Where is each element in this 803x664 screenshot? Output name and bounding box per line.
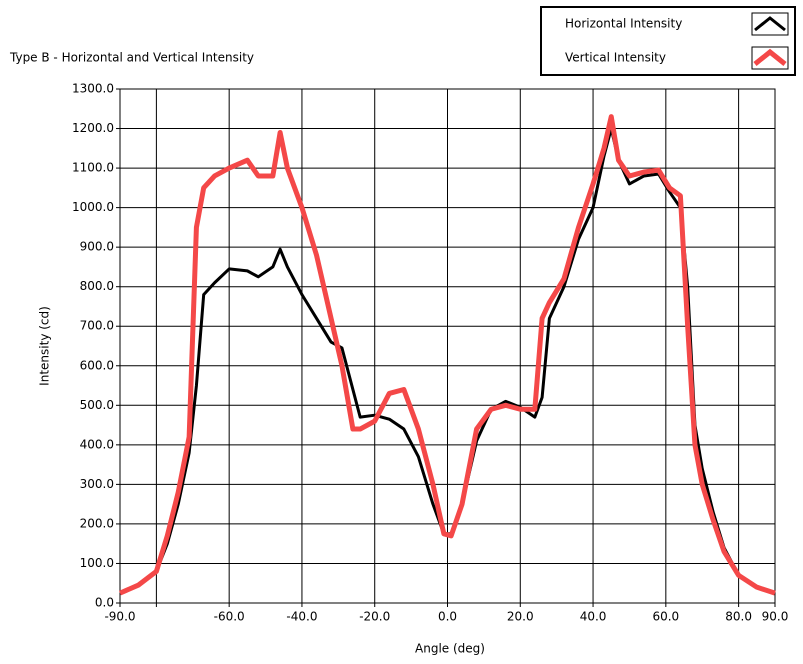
y-tick-label: 0.0 bbox=[95, 596, 114, 610]
x-tick-label: 40.0 bbox=[580, 610, 607, 624]
y-tick-label: 800.0 bbox=[80, 279, 114, 293]
y-tick-label: 300.0 bbox=[80, 477, 114, 491]
x-tick-label: 90.0 bbox=[762, 610, 789, 624]
legend-label: Horizontal Intensity bbox=[565, 17, 682, 31]
x-tick-label: 60.0 bbox=[652, 610, 679, 624]
legend-swatch-box bbox=[751, 46, 789, 70]
x-tick-label: -90.0 bbox=[104, 610, 135, 624]
y-tick-label: 1100.0 bbox=[72, 161, 114, 175]
y-tick-label: 600.0 bbox=[80, 358, 114, 372]
y-tick-label: 200.0 bbox=[80, 516, 114, 530]
y-tick-label: 400.0 bbox=[80, 437, 114, 451]
y-tick-label: 100.0 bbox=[80, 556, 114, 570]
legend-label: Vertical Intensity bbox=[565, 51, 666, 65]
y-axis-label: Intensity (cd) bbox=[38, 306, 52, 386]
y-tick-label: 900.0 bbox=[80, 240, 114, 254]
legend-swatch bbox=[754, 16, 786, 32]
legend-swatch-box bbox=[751, 12, 789, 36]
x-tick-label: -20.0 bbox=[359, 610, 390, 624]
y-tick-label: 1300.0 bbox=[72, 82, 114, 96]
x-tick-label: -60.0 bbox=[214, 610, 245, 624]
x-tick-label: 80.0 bbox=[725, 610, 752, 624]
y-tick-label: 700.0 bbox=[80, 319, 114, 333]
y-tick-label: 1000.0 bbox=[72, 200, 114, 214]
x-tick-label: 20.0 bbox=[507, 610, 534, 624]
x-tick-label: -40.0 bbox=[286, 610, 317, 624]
y-tick-label: 500.0 bbox=[80, 398, 114, 412]
series-line bbox=[119, 114, 776, 596]
x-axis-label: Angle (deg) bbox=[415, 642, 485, 656]
chart-title: Type B - Horizontal and Vertical Intensi… bbox=[9, 51, 254, 65]
y-tick-label: 1200.0 bbox=[72, 121, 114, 135]
legend-swatch bbox=[753, 48, 787, 66]
x-tick-label: 0.0 bbox=[438, 610, 457, 624]
